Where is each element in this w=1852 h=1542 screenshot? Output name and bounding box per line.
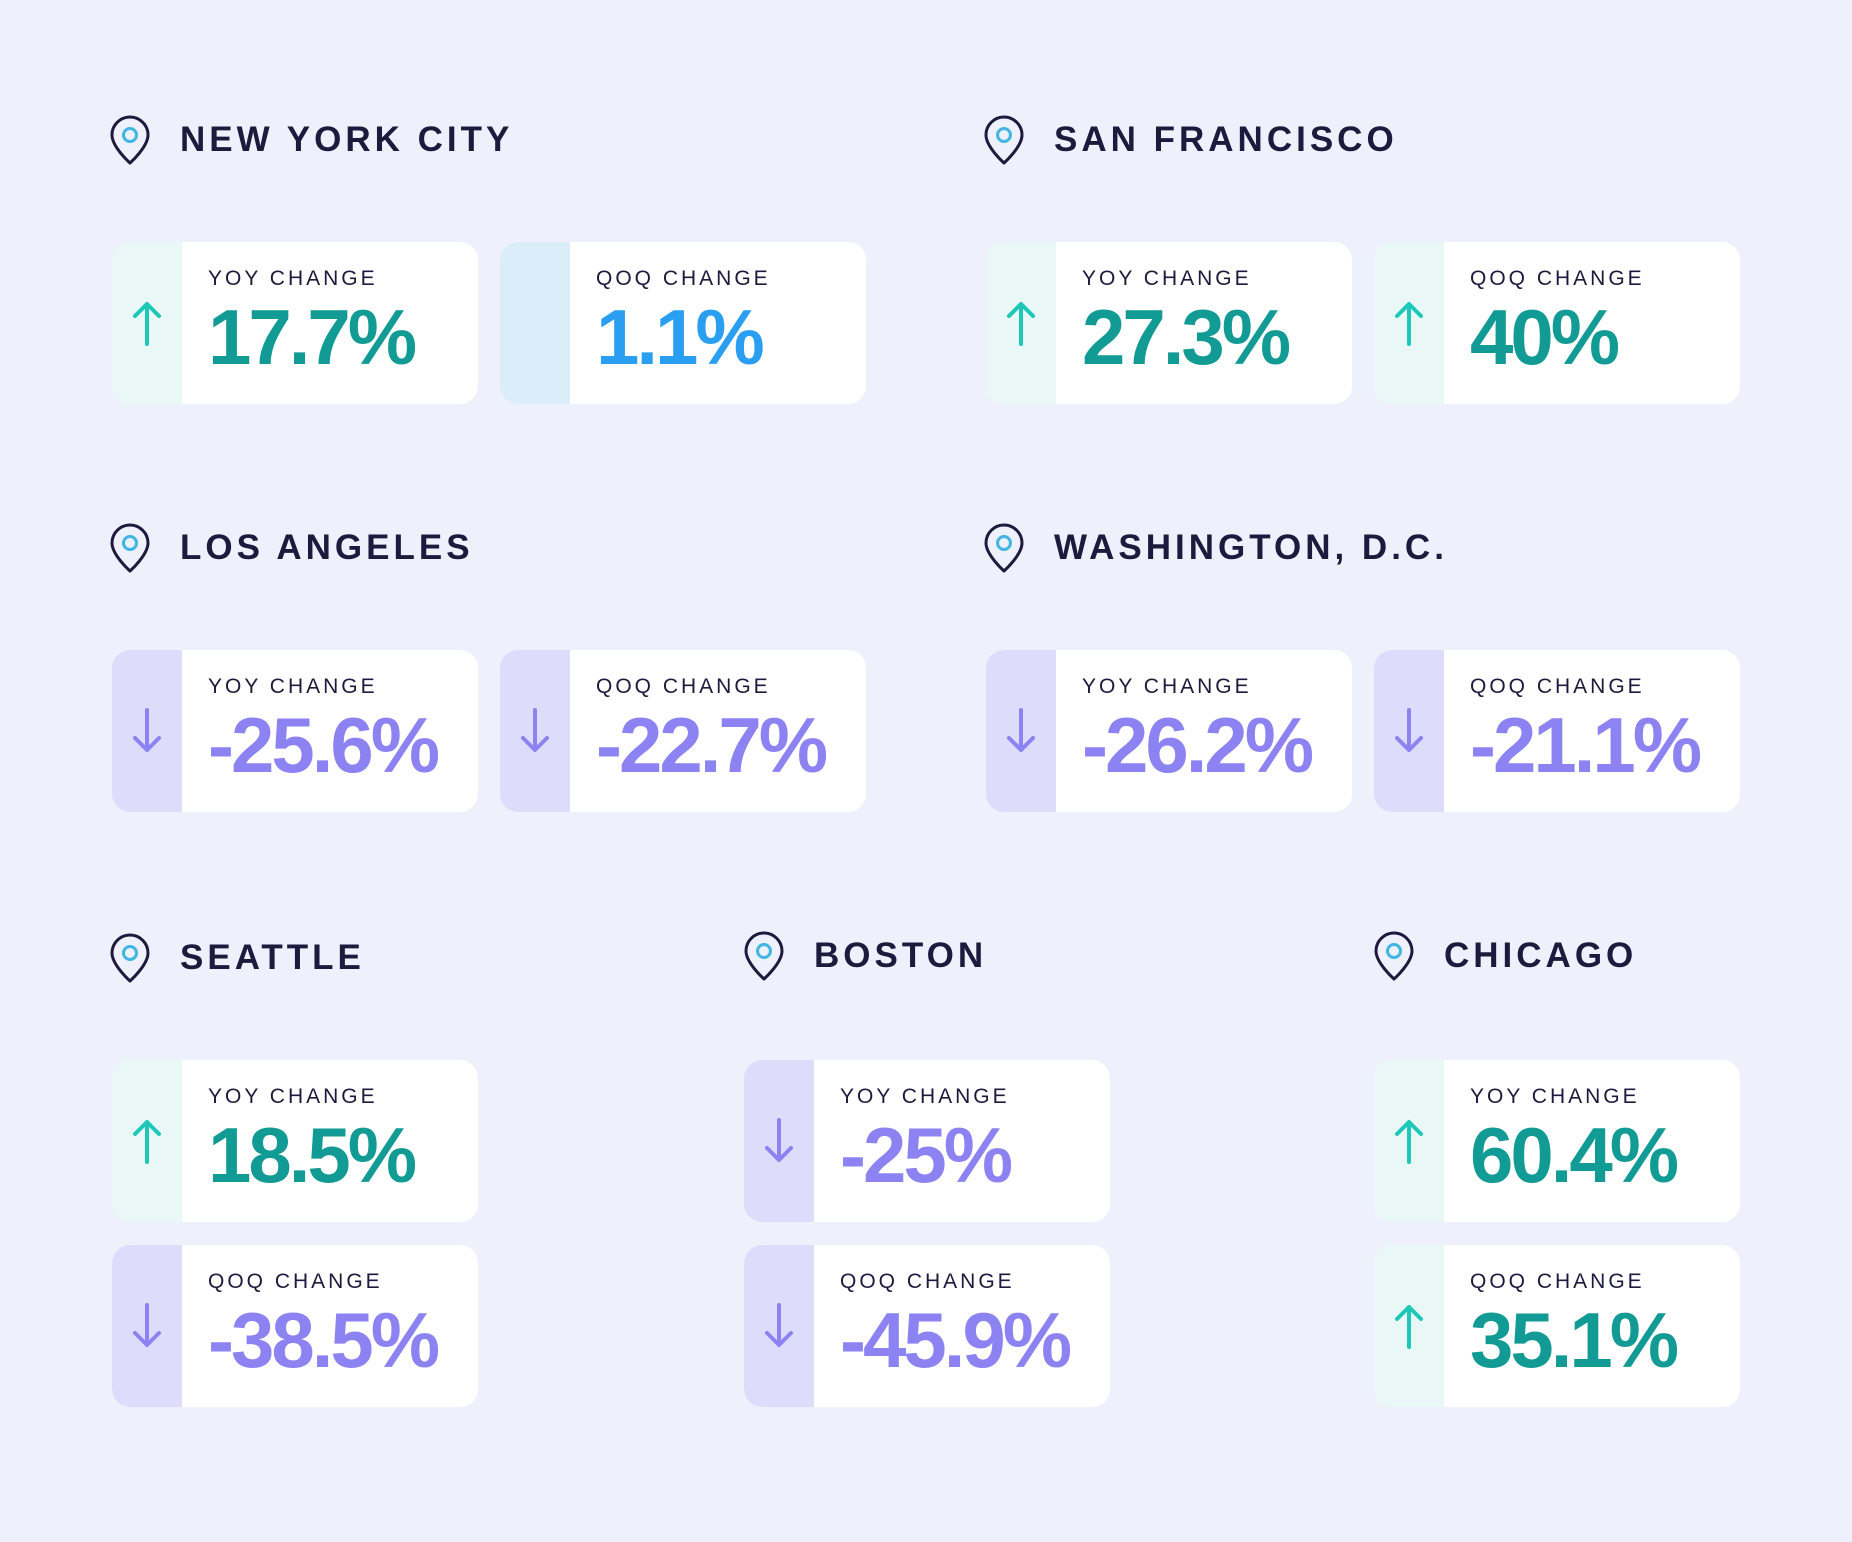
metric-value: -21.1% [1470, 701, 1702, 789]
city-name: BOSTON [814, 936, 988, 975]
metric-label: YOY CHANGE [1082, 675, 1252, 698]
trend-indicator [1374, 1060, 1444, 1222]
qoq-change-card: QOQ CHANGE -45.9% [744, 1245, 1110, 1407]
map-pin-icon [110, 933, 150, 983]
trend-indicator [1374, 1245, 1444, 1407]
metric-label: QOQ CHANGE [596, 267, 771, 290]
metric-value: 1.1% [596, 293, 765, 381]
qoq-change-card: QOQ CHANGE 40% [1374, 242, 1740, 404]
city-heading-los-angeles: LOS ANGELES [108, 522, 474, 574]
qoq-change-card: QOQ CHANGE 1.1% [500, 242, 866, 404]
city-name: NEW YORK CITY [180, 120, 514, 159]
map-pin-icon [110, 523, 150, 573]
metric-label: YOY CHANGE [208, 267, 378, 290]
yoy-change-card: YOY CHANGE 27.3% [986, 242, 1352, 404]
yoy-change-card: YOY CHANGE -25.6% [112, 650, 478, 812]
metric-value: -25% [840, 1111, 1013, 1199]
metric-value: 17.7% [208, 293, 417, 381]
trend-indicator [112, 1060, 182, 1222]
yoy-change-card: YOY CHANGE 17.7% [112, 242, 478, 404]
arrow-up-icon [1007, 302, 1035, 346]
metric-value: 60.4% [1470, 1111, 1679, 1199]
trend-indicator [1374, 650, 1444, 812]
city-heading-san-francisco: SAN FRANCISCO [982, 114, 1398, 166]
map-pin-icon [984, 115, 1024, 165]
city-heading-chicago: CHICAGO [1372, 930, 1637, 982]
arrow-down-icon [1395, 708, 1423, 752]
arrow-down-icon [1007, 708, 1035, 752]
city-heading-boston: BOSTON [742, 930, 987, 982]
map-pin-icon [744, 931, 784, 981]
city-heading-seattle: SEATTLE [108, 932, 365, 984]
arrow-down-icon [133, 708, 161, 752]
qoq-change-card: QOQ CHANGE -38.5% [112, 1245, 478, 1407]
map-pin-icon [110, 115, 150, 165]
yoy-change-card: YOY CHANGE 60.4% [1374, 1060, 1740, 1222]
arrow-up-icon [1395, 302, 1423, 346]
metric-label: YOY CHANGE [208, 1085, 378, 1108]
city-name: WASHINGTON, D.C. [1054, 528, 1448, 567]
arrow-up-icon [1395, 1120, 1423, 1164]
metric-label: QOQ CHANGE [1470, 675, 1645, 698]
metric-label: QOQ CHANGE [596, 675, 771, 698]
metric-label: QOQ CHANGE [1470, 1270, 1645, 1293]
city-heading-washington-dc: WASHINGTON, D.C. [982, 522, 1448, 574]
trend-indicator [500, 650, 570, 812]
trend-indicator [500, 242, 570, 404]
metric-label: QOQ CHANGE [840, 1270, 1015, 1293]
arrow-up-icon [1395, 1305, 1423, 1349]
metric-value: -26.2% [1082, 701, 1314, 789]
arrow-up-icon [133, 1120, 161, 1164]
trend-indicator [744, 1060, 814, 1222]
metric-label: YOY CHANGE [840, 1085, 1010, 1108]
qoq-change-card: QOQ CHANGE -21.1% [1374, 650, 1740, 812]
metric-value: 40% [1470, 293, 1620, 381]
trend-indicator [986, 650, 1056, 812]
metric-label: YOY CHANGE [1470, 1085, 1640, 1108]
trend-indicator [1374, 242, 1444, 404]
metric-label: YOY CHANGE [208, 675, 378, 698]
trend-indicator [112, 650, 182, 812]
metric-value: 27.3% [1082, 293, 1291, 381]
metric-value: -25.6% [208, 701, 440, 789]
city-name: LOS ANGELES [180, 528, 474, 567]
yoy-change-card: YOY CHANGE -25% [744, 1060, 1110, 1222]
city-name: SAN FRANCISCO [1054, 120, 1398, 159]
trend-indicator [986, 242, 1056, 404]
yoy-change-card: YOY CHANGE -26.2% [986, 650, 1352, 812]
city-name: CHICAGO [1444, 936, 1638, 975]
qoq-change-card: QOQ CHANGE -22.7% [500, 650, 866, 812]
arrow-down-icon [521, 708, 549, 752]
arrow-up-icon [133, 302, 161, 346]
trend-indicator [744, 1245, 814, 1407]
city-name: SEATTLE [180, 938, 365, 977]
trend-indicator [112, 242, 182, 404]
arrow-down-icon [133, 1303, 161, 1347]
arrow-down-icon [765, 1118, 793, 1162]
metric-value: -45.9% [840, 1296, 1072, 1384]
metric-label: QOQ CHANGE [208, 1270, 383, 1293]
arrow-down-icon [765, 1303, 793, 1347]
yoy-change-card: YOY CHANGE 18.5% [112, 1060, 478, 1222]
metric-value: 35.1% [1470, 1296, 1679, 1384]
metric-value: 18.5% [208, 1111, 417, 1199]
metric-label: QOQ CHANGE [1470, 267, 1645, 290]
metric-value: -22.7% [596, 701, 828, 789]
map-pin-icon [1374, 931, 1414, 981]
metric-label: YOY CHANGE [1082, 267, 1252, 290]
trend-indicator [112, 1245, 182, 1407]
map-pin-icon [984, 523, 1024, 573]
metric-value: -38.5% [208, 1296, 440, 1384]
city-heading-new-york: NEW YORK CITY [108, 114, 513, 166]
qoq-change-card: QOQ CHANGE 35.1% [1374, 1245, 1740, 1407]
